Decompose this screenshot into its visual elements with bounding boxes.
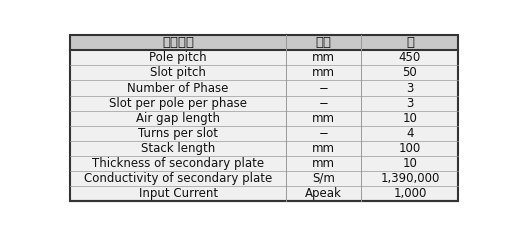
Bar xyxy=(71,66,286,80)
Text: mm: mm xyxy=(312,51,335,64)
Text: Apeak: Apeak xyxy=(305,187,342,200)
Text: mm: mm xyxy=(312,112,335,125)
Bar xyxy=(71,156,286,171)
Text: 1,000: 1,000 xyxy=(393,187,427,200)
Text: −: − xyxy=(319,97,329,110)
Text: 50: 50 xyxy=(402,66,417,80)
Text: 10: 10 xyxy=(402,157,417,170)
Text: 1,390,000: 1,390,000 xyxy=(380,172,440,185)
Bar xyxy=(71,35,286,50)
Bar xyxy=(361,186,458,201)
Bar xyxy=(361,111,458,126)
Text: Air gap length: Air gap length xyxy=(136,112,220,125)
Text: S/m: S/m xyxy=(312,172,335,185)
Bar xyxy=(361,80,458,95)
Text: Thickness of secondary plate: Thickness of secondary plate xyxy=(92,157,264,170)
Bar xyxy=(71,141,286,156)
Bar xyxy=(361,66,458,80)
Bar xyxy=(286,156,361,171)
Text: Input Current: Input Current xyxy=(139,187,218,200)
Text: mm: mm xyxy=(312,157,335,170)
Bar xyxy=(286,186,361,201)
Bar xyxy=(71,111,286,126)
Bar xyxy=(71,171,286,186)
Bar xyxy=(286,80,361,95)
Text: 단위: 단위 xyxy=(316,36,332,49)
Bar xyxy=(361,156,458,171)
Text: Turns per slot: Turns per slot xyxy=(138,127,218,140)
Bar xyxy=(71,126,286,141)
Text: 3: 3 xyxy=(406,97,414,110)
Bar xyxy=(361,171,458,186)
Bar xyxy=(286,66,361,80)
Bar xyxy=(71,80,286,95)
Text: 값: 값 xyxy=(406,36,414,49)
Bar xyxy=(286,35,361,50)
Text: mm: mm xyxy=(312,66,335,80)
Bar xyxy=(361,35,458,50)
Text: Number of Phase: Number of Phase xyxy=(127,81,229,95)
Text: 4: 4 xyxy=(406,127,414,140)
Bar xyxy=(286,171,361,186)
Bar xyxy=(286,50,361,66)
Text: mm: mm xyxy=(312,142,335,155)
Bar xyxy=(286,111,361,126)
Text: Slot per pole per phase: Slot per pole per phase xyxy=(109,97,247,110)
Bar xyxy=(286,126,361,141)
Text: −: − xyxy=(319,81,329,95)
Bar xyxy=(71,95,286,111)
Text: 10: 10 xyxy=(402,112,417,125)
Bar xyxy=(286,141,361,156)
Bar xyxy=(361,95,458,111)
Bar xyxy=(361,141,458,156)
Text: Conductivity of secondary plate: Conductivity of secondary plate xyxy=(84,172,272,185)
Text: 450: 450 xyxy=(399,51,421,64)
Text: Stack length: Stack length xyxy=(141,142,215,155)
Text: 설계변수: 설계변수 xyxy=(162,36,194,49)
Text: 3: 3 xyxy=(406,81,414,95)
Bar xyxy=(361,126,458,141)
Text: Slot pitch: Slot pitch xyxy=(150,66,206,80)
Bar xyxy=(71,50,286,66)
Text: Pole pitch: Pole pitch xyxy=(149,51,207,64)
Bar xyxy=(286,95,361,111)
Text: −: − xyxy=(319,127,329,140)
Text: 100: 100 xyxy=(399,142,421,155)
Bar xyxy=(361,50,458,66)
Bar xyxy=(71,186,286,201)
